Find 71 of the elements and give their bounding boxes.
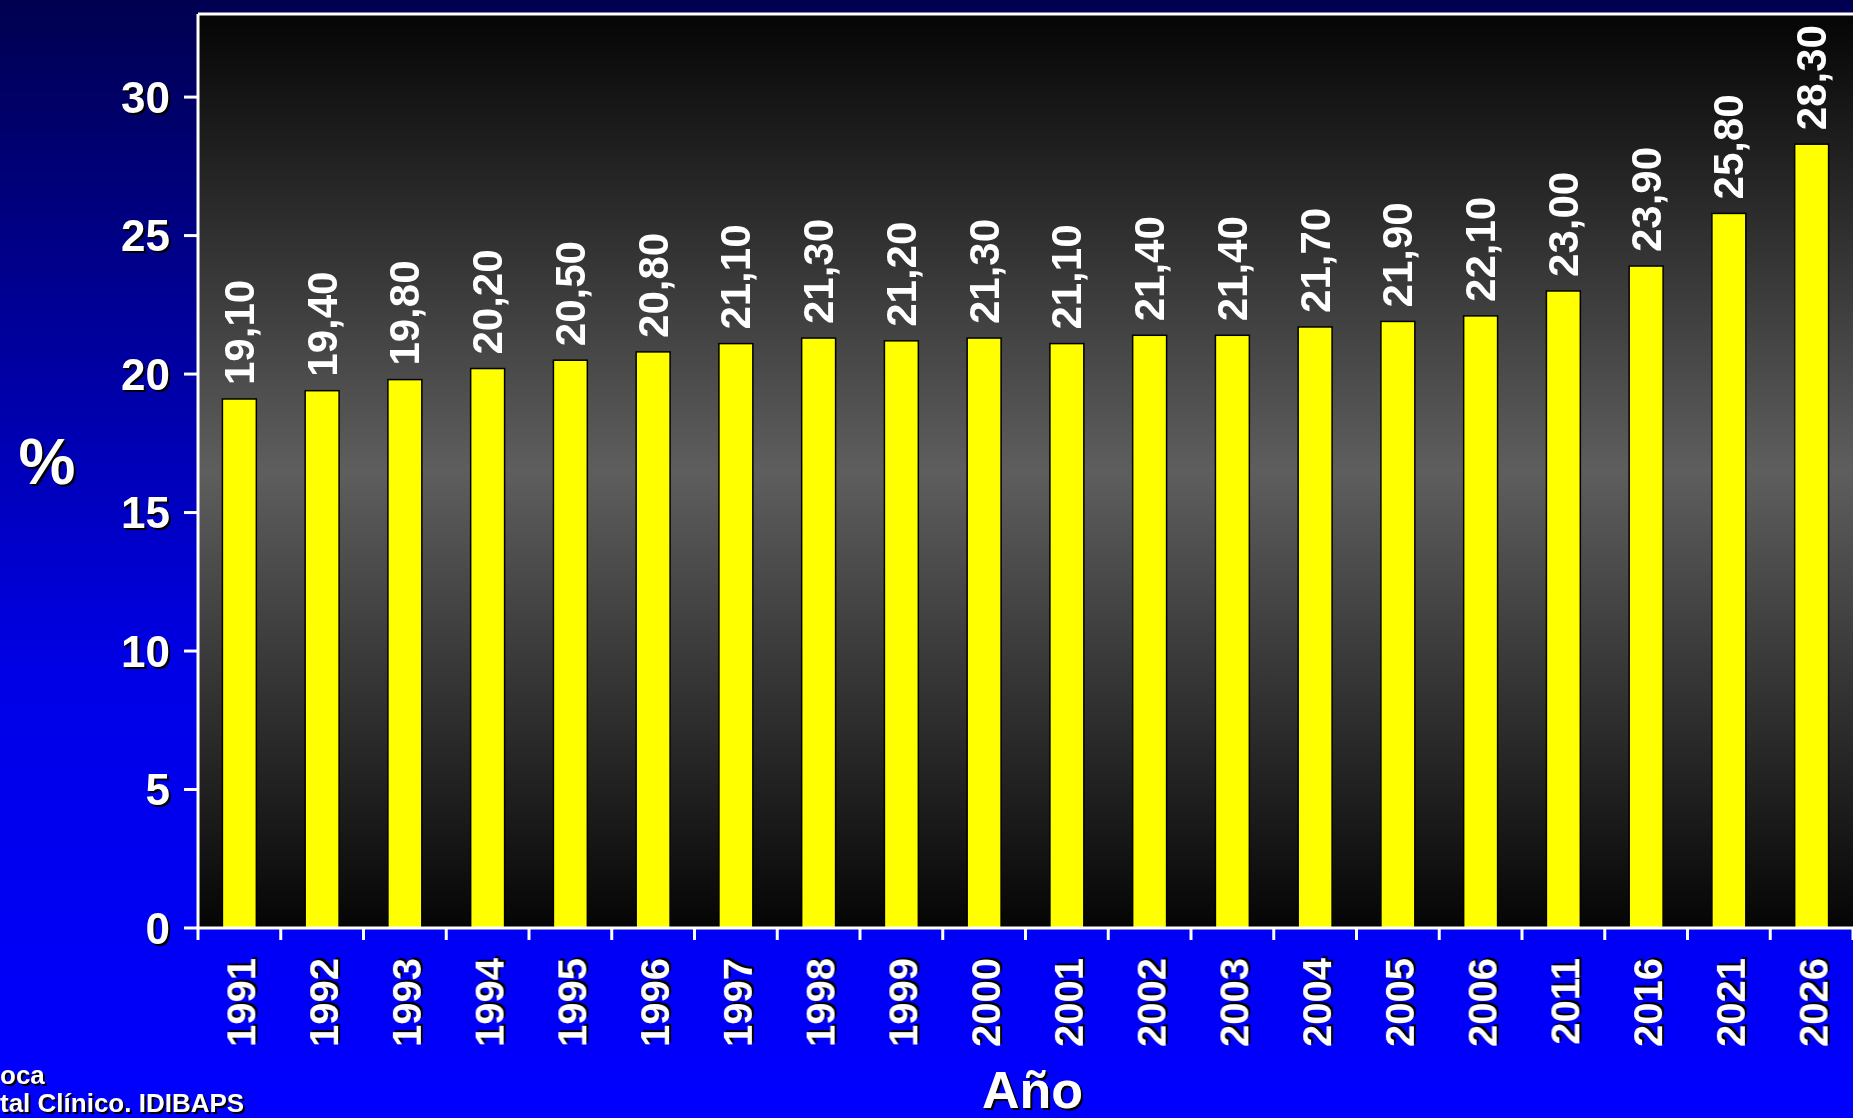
data-label: 21,30 [960,218,1008,325]
bar [552,359,589,929]
y-tick-label: 30 [121,72,170,122]
x-tick-label: 1991 [219,958,264,1047]
x-tick-label: 2006 [1460,958,1505,1047]
y-tick-label: 15 [121,488,170,538]
bar [1545,290,1582,929]
data-label: 21,70 [1291,207,1339,313]
y-tick-label: 5 [145,765,170,815]
bar [469,367,506,929]
data-label: 19,40 [298,271,346,377]
x-tick-label: 2002 [1129,958,1174,1047]
bar [387,378,423,929]
bar [1380,320,1416,929]
y-tick-label: 10 [121,626,170,676]
text: oca [0,1060,46,1090]
bar [1297,326,1333,929]
y-tick-label: 25 [121,211,170,261]
x-tick-label: 2004 [1295,957,1340,1047]
x-tick-label: 1994 [467,957,512,1047]
bar [1462,315,1499,929]
bar [221,398,258,929]
data-label: 23,90 [1622,146,1670,253]
bar [1793,143,1830,929]
y-tick-label: 20 [121,349,170,399]
bar [1049,342,1085,929]
bar [304,389,340,929]
bar [966,337,1002,929]
bar [800,337,837,929]
data-label: 21,40 [1126,216,1174,322]
data-label: 23,00 [1539,171,1587,277]
x-tick-label: 1997 [715,958,760,1047]
bar [635,351,671,929]
bar [1214,334,1251,929]
x-axis-title: Año [981,1061,1084,1118]
x-tick-label: 2000 [964,958,1009,1047]
data-label: 21,10 [1043,224,1091,330]
x-tick-label: 2001 [1046,958,1091,1047]
x-tick-label: 2005 [1377,958,1422,1047]
y-tick-label: 0 [145,903,170,953]
data-label: 19,10 [215,279,263,385]
x-tick-label: 1992 [302,958,347,1047]
text: tal Clínico. IDIBAPS [0,1088,245,1118]
x-tick-label: 1998 [798,958,843,1047]
x-tick-label: 1995 [550,958,595,1047]
data-label: 19,80 [381,260,429,366]
data-label: 20,50 [546,241,594,347]
data-label: 21,30 [795,218,843,325]
data-label: 20,20 [464,249,512,355]
data-label: 21,90 [1374,202,1422,308]
data-label: 28,30 [1788,25,1836,131]
bar [1711,212,1747,929]
bar [1628,265,1664,929]
x-tick-label: 2021 [1708,958,1753,1047]
x-tick-label: 2011 [1543,958,1588,1045]
data-label: 22,10 [1457,196,1505,302]
y-axis-title: % [18,426,76,498]
bar [883,340,920,929]
bar [1131,334,1168,929]
data-label: 21,40 [1208,216,1256,322]
data-label: 21,20 [877,221,925,327]
data-label: 21,10 [712,224,760,330]
x-tick-label: 2003 [1212,958,1257,1047]
data-label: 20,80 [629,232,677,338]
x-tick-label: 1993 [384,958,429,1047]
x-tick-label: 2026 [1791,958,1836,1047]
x-tick-label: 1999 [881,958,926,1047]
bar [718,342,754,929]
x-tick-label: 1996 [633,958,678,1047]
data-label: 25,80 [1705,94,1753,200]
x-tick-label: 2016 [1626,958,1671,1047]
